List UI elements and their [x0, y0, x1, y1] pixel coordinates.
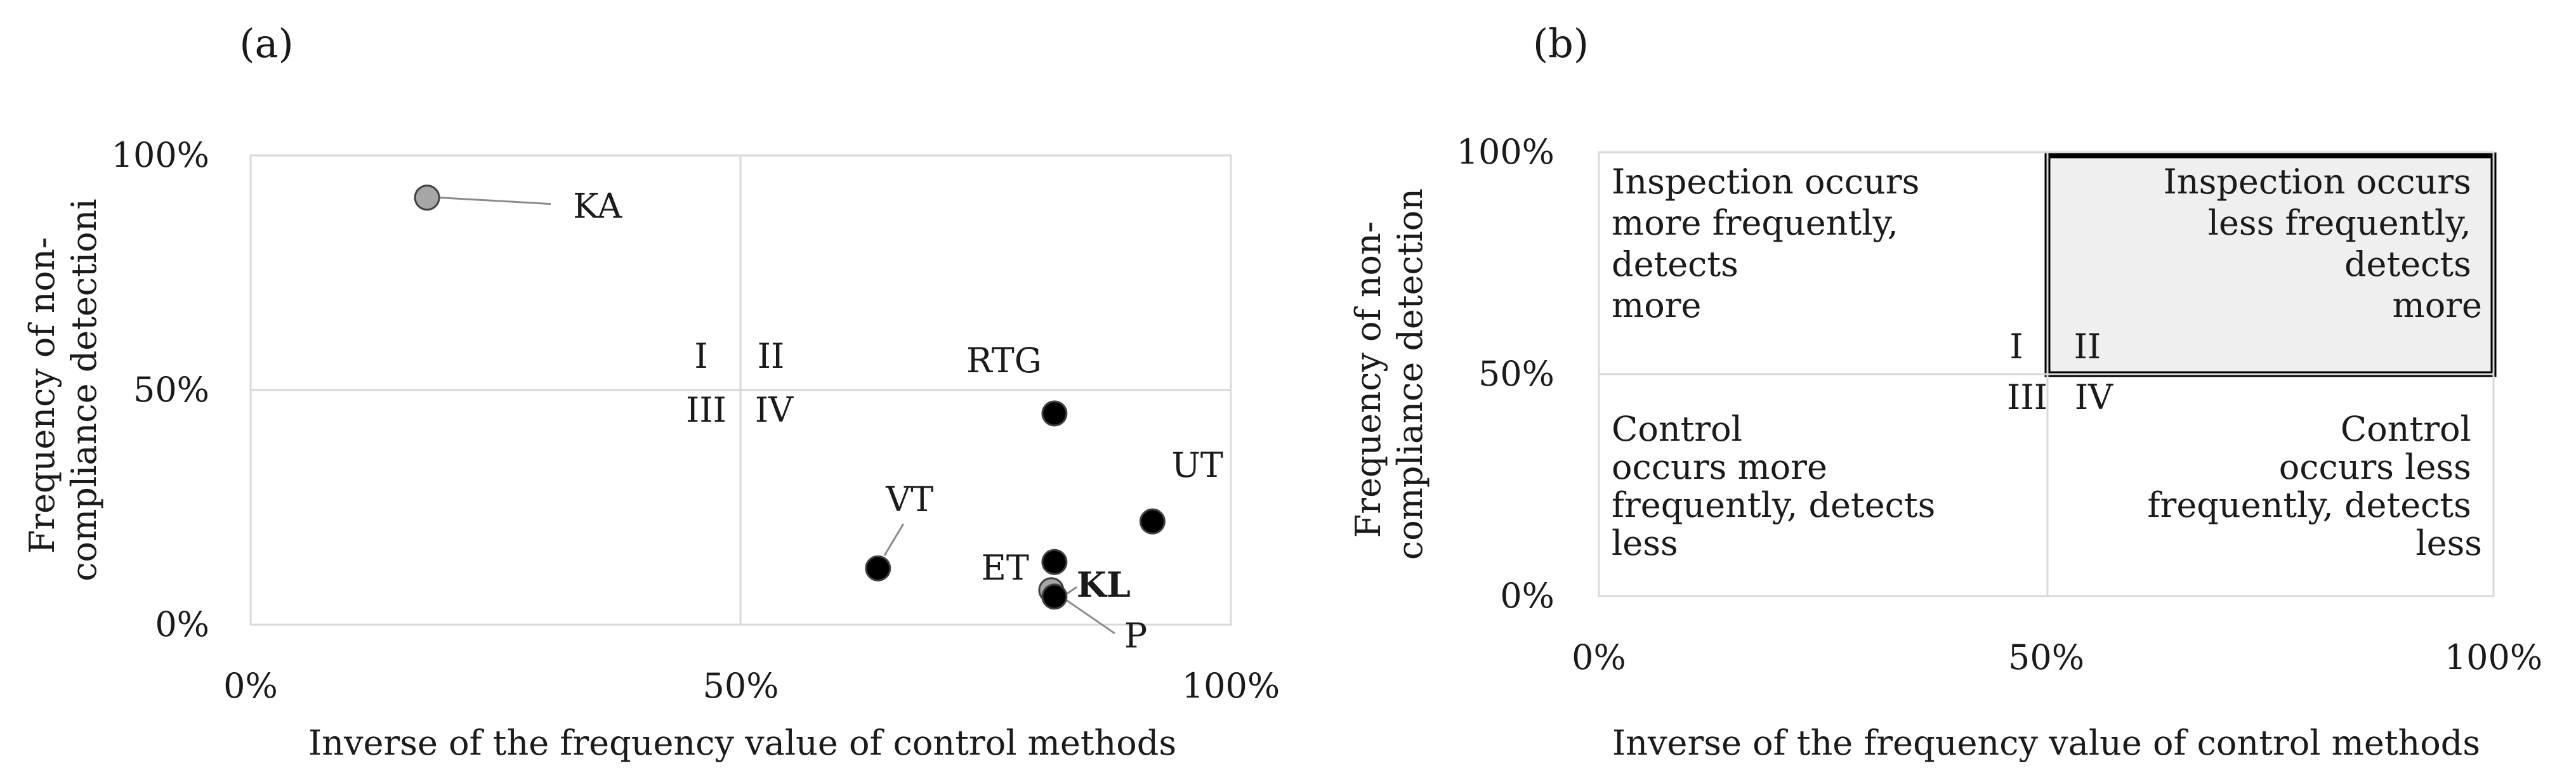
x-tick-label-a-100: 100%	[1182, 666, 1280, 706]
data-point-et	[1041, 549, 1068, 575]
y-axis-label-b: Frequency of non- compliance detection	[1348, 188, 1430, 560]
y-tick-label-b-100: 100%	[1457, 132, 1554, 172]
x-tick-label-a-0: 0%	[223, 666, 278, 706]
x-tick-label-b-50: 50%	[2008, 637, 2084, 677]
y-axis-label-a-line-1: Frequency of non-	[22, 237, 62, 554]
quadrant-text-i-b: Inspection occurs more frequently, detec…	[1612, 162, 1931, 325]
data-point-p	[1041, 583, 1068, 610]
x-axis-label-a: Inverse of the frequency value of contro…	[308, 723, 1176, 763]
scatter-panel-a: (a) 0% 50% 100% 0% 50% 100% I II III IV KA RT…	[22, 20, 1280, 763]
quadrant-text-i-line-2: more frequently,	[1612, 203, 1898, 243]
y-tick-label-a-50: 50%	[133, 370, 209, 410]
leader-line-vt	[883, 523, 905, 556]
quadrant-text-iv-line-2: occurs less	[2279, 447, 2471, 487]
point-label-kl: KL	[1077, 564, 1131, 605]
quadrant-text-ii-line-2: less frequently,	[2208, 203, 2471, 243]
quadrant-label-i-b: I	[2009, 327, 2023, 367]
x-tick-label-b-100: 100%	[2445, 637, 2542, 677]
x-tick-label-b-0: 0%	[1572, 637, 1626, 677]
quadrant-label-iii-a: III	[686, 390, 726, 430]
quadrant-text-ii-line-1: Inspection occurs	[2164, 162, 2471, 202]
y-tick-labels-a: 0% 50% 100%	[112, 135, 209, 644]
quadrant-text-iii-line-3: frequently, detects	[1612, 485, 1935, 525]
panel-label-b: (b)	[1533, 20, 1589, 67]
quadrant-panel-b: (b) 0% 50% 100% 0% 50% 100% I II III IV Insp…	[1348, 20, 2542, 763]
point-label-et: ET	[981, 548, 1028, 588]
quadrant-text-i-line-3: detects	[1612, 244, 1738, 284]
quadrant-text-iv-b: Control occurs less frequently, detects …	[2148, 409, 2482, 563]
point-label-rtg: RTG	[966, 341, 1042, 380]
data-point-vt	[865, 555, 891, 582]
quadrant-text-iv-line-1: Control	[2341, 409, 2471, 449]
quadrant-label-ii-b: II	[2074, 327, 2101, 367]
x-axis-label-b: Inverse of the frequency value of contro…	[1612, 723, 2480, 763]
panel-label-a: (a)	[239, 20, 293, 67]
quadrant-text-iv-line-3: frequently, detects	[2148, 485, 2471, 525]
y-axis-label-b-line-2: compliance detection	[1390, 188, 1430, 560]
y-axis-label-a: Frequency of non- compliance detectioni	[22, 198, 104, 581]
quadrant-label-iii-b: III	[2007, 377, 2047, 417]
data-point-ut	[1139, 508, 1166, 535]
point-label-vt: VT	[885, 479, 933, 519]
quadrant-text-iii-line-2: occurs more	[1612, 447, 1827, 487]
quadrant-label-iv-b: IV	[2075, 377, 2113, 417]
y-tick-label-b-0: 0%	[1500, 576, 1554, 616]
point-labels-a: KA RTG UT VT ET KL P	[573, 186, 1223, 656]
quadrant-text-i-line-4: more	[1612, 285, 1702, 325]
quadrant-text-ii-line-4: more	[2393, 285, 2483, 325]
y-axis-label-a-line-2: compliance detectioni	[64, 198, 104, 581]
y-tick-label-b-50: 50%	[1478, 354, 1554, 394]
point-label-p: P	[1124, 616, 1147, 656]
quadrant-text-iii-line-4: less	[1612, 523, 1678, 563]
data-points-a	[414, 185, 1166, 610]
y-axis-label-b-line-1: Frequency of non-	[1348, 221, 1388, 538]
point-leader-lines-a	[440, 197, 1115, 635]
quadrant-text-iii-line-1: Control	[1612, 409, 1742, 449]
point-label-ka: KA	[573, 186, 622, 226]
data-point-rtg	[1041, 400, 1068, 427]
y-tick-labels-b: 0% 50% 100%	[1457, 132, 1554, 616]
quadrant-text-ii-line-3: detects	[2344, 244, 2471, 284]
quadrant-text-ii-b: Inspection occurs less frequently, detec…	[2164, 162, 2483, 325]
quadrant-text-iv-line-4: less	[2415, 523, 2482, 563]
x-tick-labels-b: 0% 50% 100%	[1572, 637, 2542, 677]
x-tick-labels-a: 0% 50% 100%	[223, 666, 1280, 706]
quadrant-text-iii-b: Control occurs more frequently, detects …	[1612, 409, 1946, 563]
quadrant-text-i-line-1: Inspection occurs	[1612, 162, 1919, 202]
point-label-ut: UT	[1171, 445, 1223, 485]
leader-line-p	[1065, 599, 1115, 635]
x-tick-label-a-50: 50%	[702, 666, 779, 706]
data-point-ka	[414, 185, 440, 211]
y-tick-label-a-100: 100%	[112, 135, 209, 175]
quadrant-label-i-a: I	[694, 336, 707, 376]
y-tick-label-a-0: 0%	[155, 604, 209, 644]
leader-line-ka	[440, 197, 551, 205]
quadrant-label-iv-a: IV	[755, 390, 794, 430]
highlight-quadrant-ii-b	[2044, 152, 2497, 377]
quadrant-label-ii-a: II	[758, 336, 785, 376]
